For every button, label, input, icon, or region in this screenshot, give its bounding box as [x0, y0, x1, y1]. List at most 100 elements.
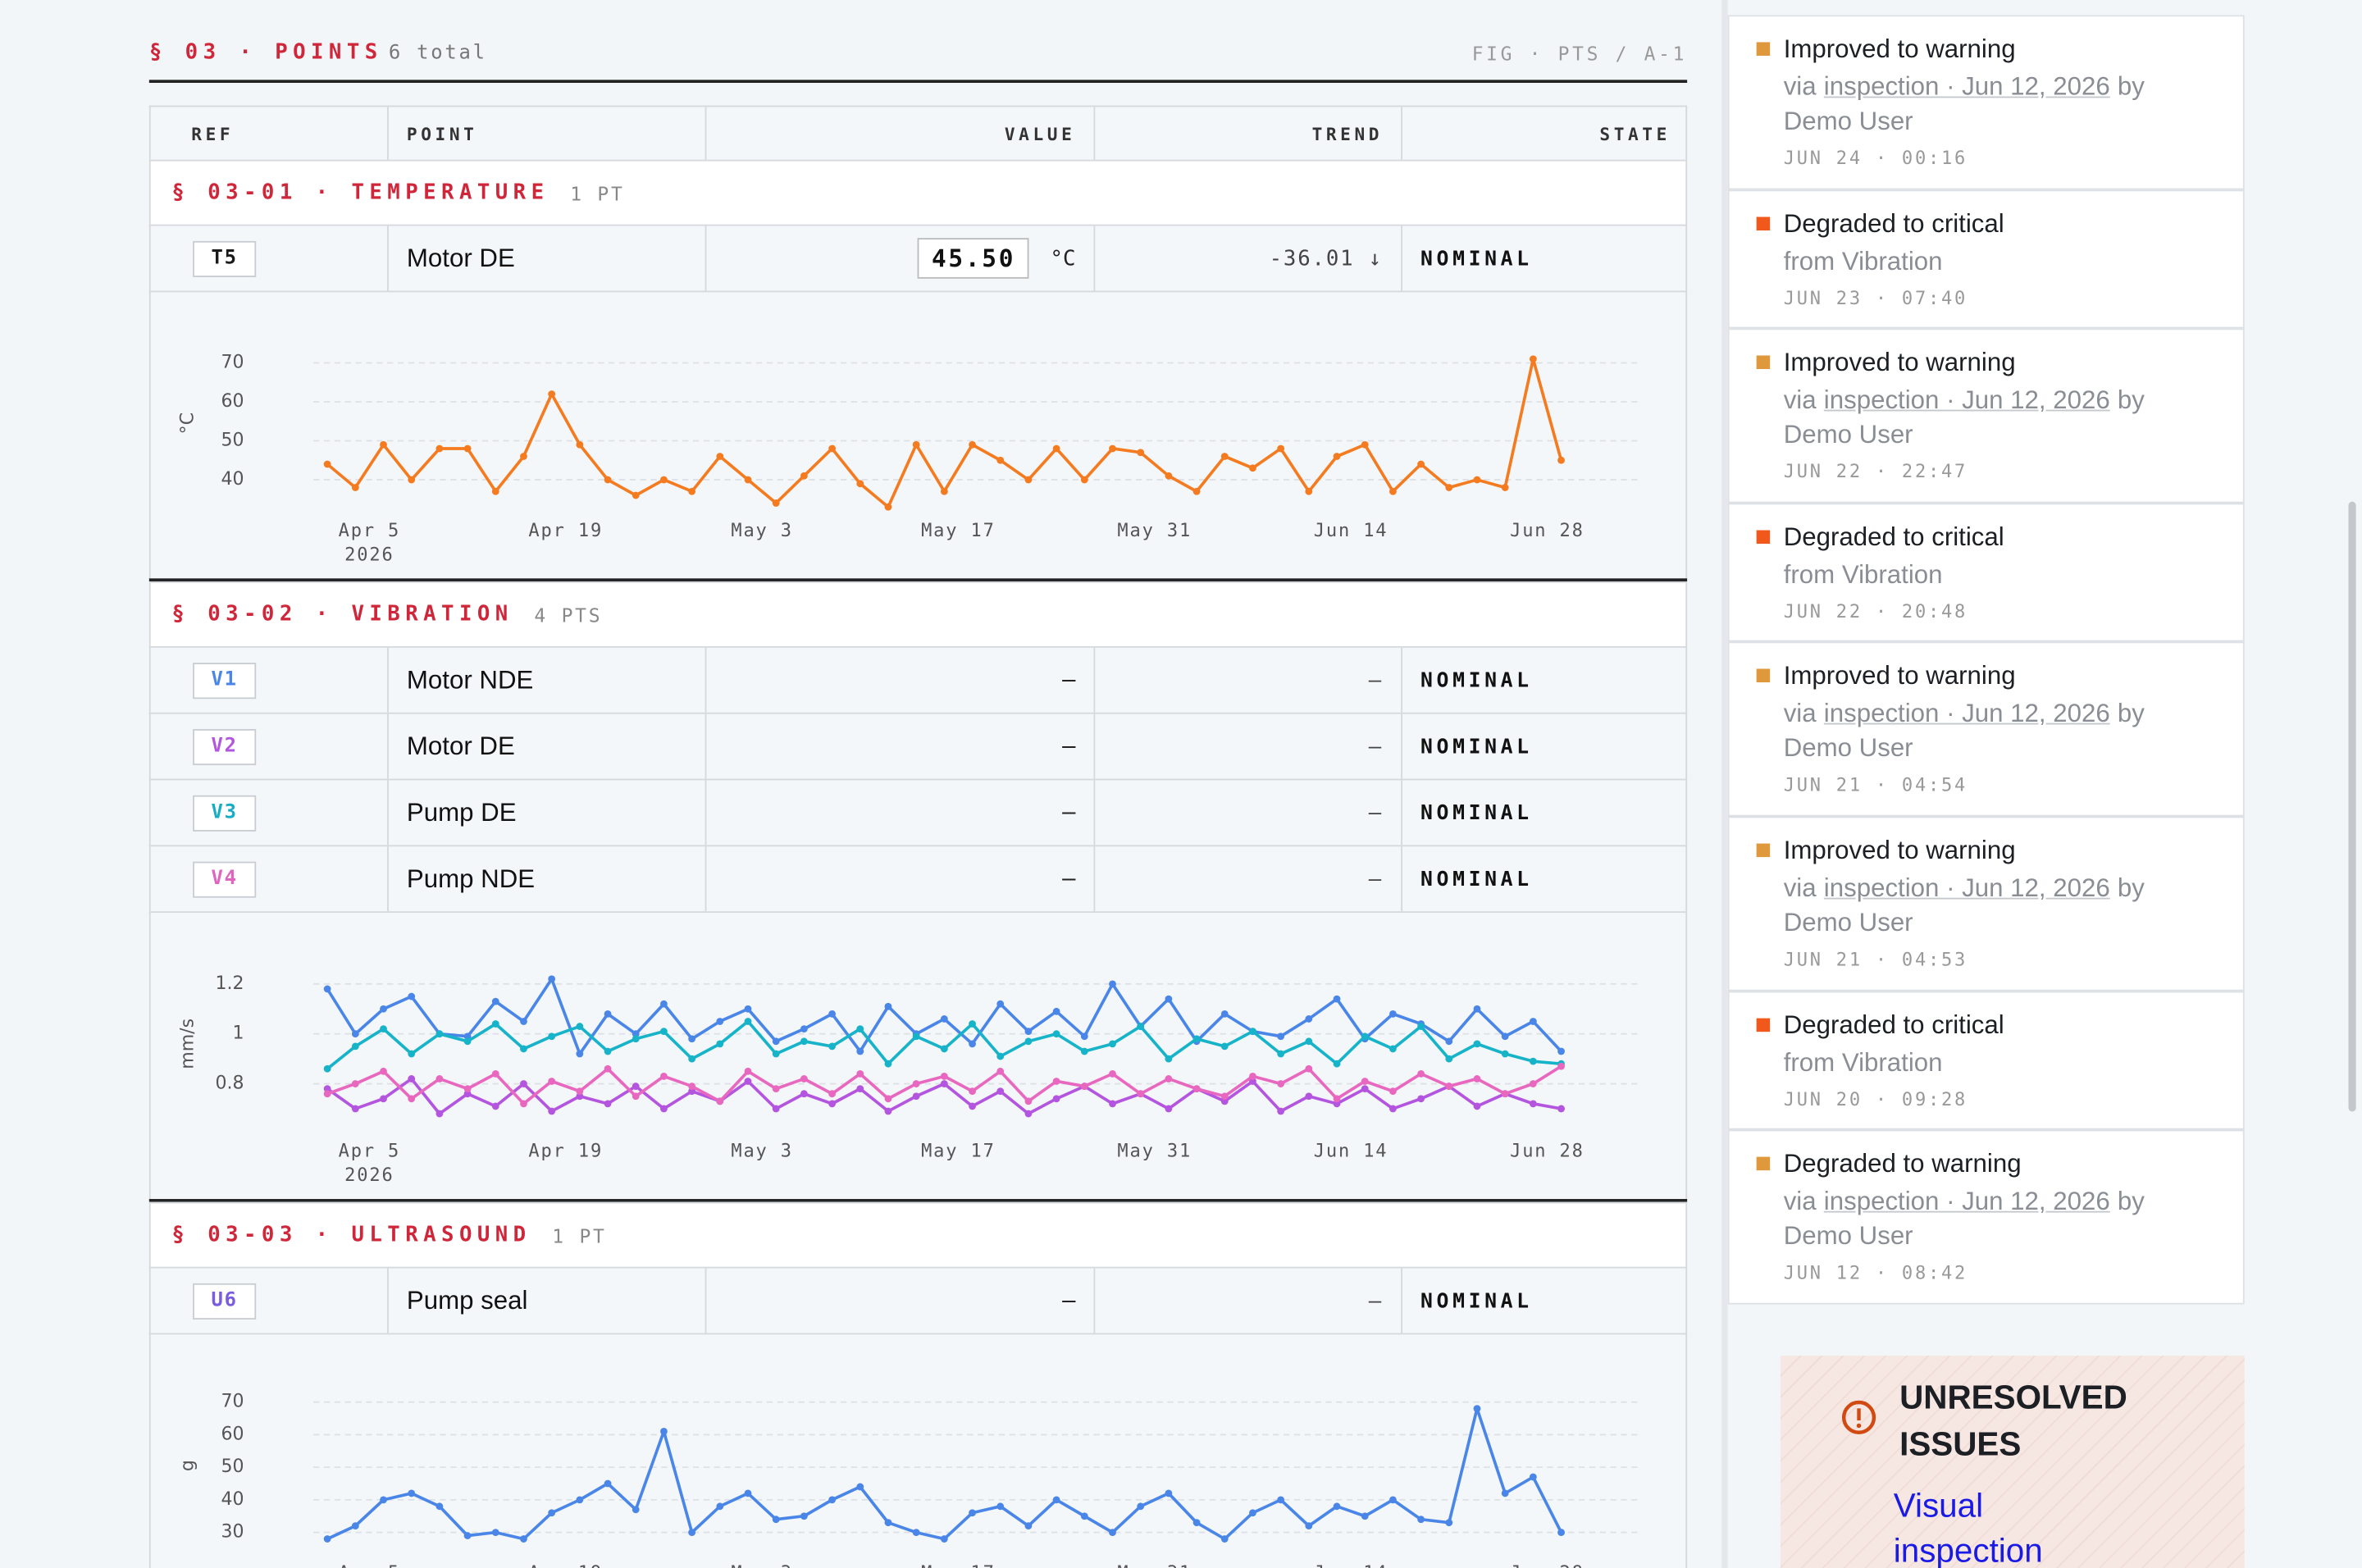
value-cell: – — [704, 780, 1094, 846]
data-point — [491, 997, 499, 1005]
x-tick-label: Apr 19 — [528, 1140, 604, 1162]
data-point — [380, 1067, 387, 1075]
value-text: – — [1062, 1287, 1076, 1313]
data-point — [969, 440, 976, 449]
column-header: VALUE — [1004, 122, 1076, 144]
data-point — [604, 1100, 612, 1108]
data-point — [1109, 1100, 1116, 1108]
data-point — [1361, 1512, 1369, 1520]
chart-area: 0.8 1 1.2 mm/s Apr 5 2026 Apr 19 May 3 May 17 Ma… — [148, 911, 1688, 1200]
x-tick-label: Apr 19 — [490, 1561, 641, 1568]
data-point — [1165, 1489, 1173, 1497]
data-point — [491, 1102, 499, 1110]
data-point — [548, 1078, 556, 1085]
data-point — [491, 487, 499, 495]
data-point — [772, 1105, 780, 1113]
point-cell: Motor DE — [387, 713, 705, 779]
section-rule — [148, 80, 1688, 84]
data-point — [1529, 1080, 1537, 1087]
data-point — [912, 1032, 920, 1041]
data-point — [1529, 1100, 1537, 1108]
data-point — [351, 484, 359, 491]
data-point — [380, 440, 387, 449]
detail-suffix: by Demo User — [1783, 1187, 2145, 1251]
data-point — [744, 1005, 752, 1013]
data-point — [660, 1000, 668, 1008]
data-point — [1080, 1047, 1088, 1055]
data-point — [491, 1020, 499, 1028]
inspection-link[interactable]: inspection · Jun 12, 2026 — [1823, 1187, 2110, 1216]
data-point — [1220, 1535, 1229, 1543]
data-point — [576, 1496, 584, 1504]
inspection-link[interactable]: inspection · Jun 12, 2026 — [1823, 72, 2110, 102]
point-name: Pump DE — [406, 797, 517, 827]
detail-prefix: via — [1783, 385, 1817, 415]
data-point — [548, 1032, 556, 1041]
data-point — [1529, 355, 1537, 363]
data-point — [772, 1037, 780, 1046]
data-point — [660, 1028, 668, 1036]
data-point — [884, 1095, 892, 1103]
data-point — [856, 1069, 864, 1078]
data-point — [323, 1085, 331, 1093]
data-point — [884, 1002, 892, 1010]
state-cell: NOMINAL — [1401, 780, 1689, 846]
data-point — [1501, 484, 1509, 491]
state-text: NOMINAL — [1420, 800, 1533, 825]
data-point — [408, 992, 416, 1001]
data-point — [800, 1037, 808, 1046]
data-point — [688, 1087, 696, 1096]
point-row: V3 Pump DE – – NOMINAL — [148, 778, 1689, 846]
figure-ref: FIG · PTS / A-1 — [1471, 42, 1688, 65]
group-title-wrap: § 03-03 · ULTRASOUND 1 PT — [171, 1204, 606, 1267]
activity-detail: via inspection · Jun 12, 2026 by Demo User — [1784, 696, 2198, 765]
data-point — [1109, 1040, 1116, 1048]
scrollbar[interactable] — [2348, 501, 2356, 1112]
data-point — [1529, 1057, 1537, 1065]
issues-title: UNRESOLVED ISSUES — [1899, 1378, 2127, 1463]
activity-title: Improved to warning — [1783, 348, 2016, 377]
data-point — [323, 1064, 331, 1073]
section-count: 6 total — [388, 42, 487, 65]
data-point — [1389, 1087, 1397, 1096]
data-point — [1277, 444, 1285, 453]
x-tick-label: Jun 28 — [1472, 1561, 1623, 1568]
group-title: § 03-01 · TEMPERATURE — [171, 180, 549, 205]
data-point — [800, 1512, 808, 1520]
data-point — [323, 985, 331, 993]
point-row: U6 Pump seal – – NOMINAL — [148, 1266, 1689, 1333]
activity-time: JUN 12 · 08:42 — [1783, 1262, 1968, 1283]
state-cell: NOMINAL — [1401, 647, 1689, 713]
data-point — [688, 487, 696, 495]
detail-prefix: via — [1783, 72, 1817, 102]
issue-link[interactable]: Visual inspection — [1893, 1486, 2043, 1568]
data-point — [351, 1522, 359, 1530]
data-point — [1557, 1529, 1565, 1537]
inspection-link[interactable]: inspection · Jun 12, 2026 — [1823, 873, 2110, 903]
trend-text: – — [1368, 668, 1384, 692]
point-cell: Motor NDE — [387, 647, 705, 713]
data-point — [1249, 464, 1256, 472]
data-point — [772, 1085, 780, 1093]
inspection-link[interactable]: inspection · Jun 12, 2026 — [1823, 699, 2110, 728]
data-point — [1192, 1085, 1201, 1093]
data-point — [1333, 1100, 1341, 1108]
inspection-link[interactable]: inspection · Jun 12, 2026 — [1823, 385, 2110, 415]
y-tick-label: 70 — [221, 1392, 244, 1412]
data-point — [1529, 1018, 1537, 1025]
x-tick-label: May 17 — [883, 1561, 1034, 1568]
data-point — [1052, 1078, 1060, 1085]
data-point — [1361, 1078, 1369, 1085]
header-cell: POINT — [387, 107, 705, 160]
state-cell: NOMINAL — [1401, 1268, 1689, 1333]
activity-title: Degraded to critical — [1783, 209, 2004, 239]
data-point — [1052, 444, 1060, 453]
trend-cell: – — [1093, 713, 1401, 779]
detail-text: from Vibration — [1783, 247, 1943, 276]
state-text: NOMINAL — [1420, 734, 1533, 759]
data-point — [856, 1483, 864, 1491]
data-point — [940, 1045, 948, 1053]
data-point — [688, 1035, 696, 1043]
data-point — [1445, 1519, 1453, 1527]
data-point — [1052, 1095, 1060, 1103]
